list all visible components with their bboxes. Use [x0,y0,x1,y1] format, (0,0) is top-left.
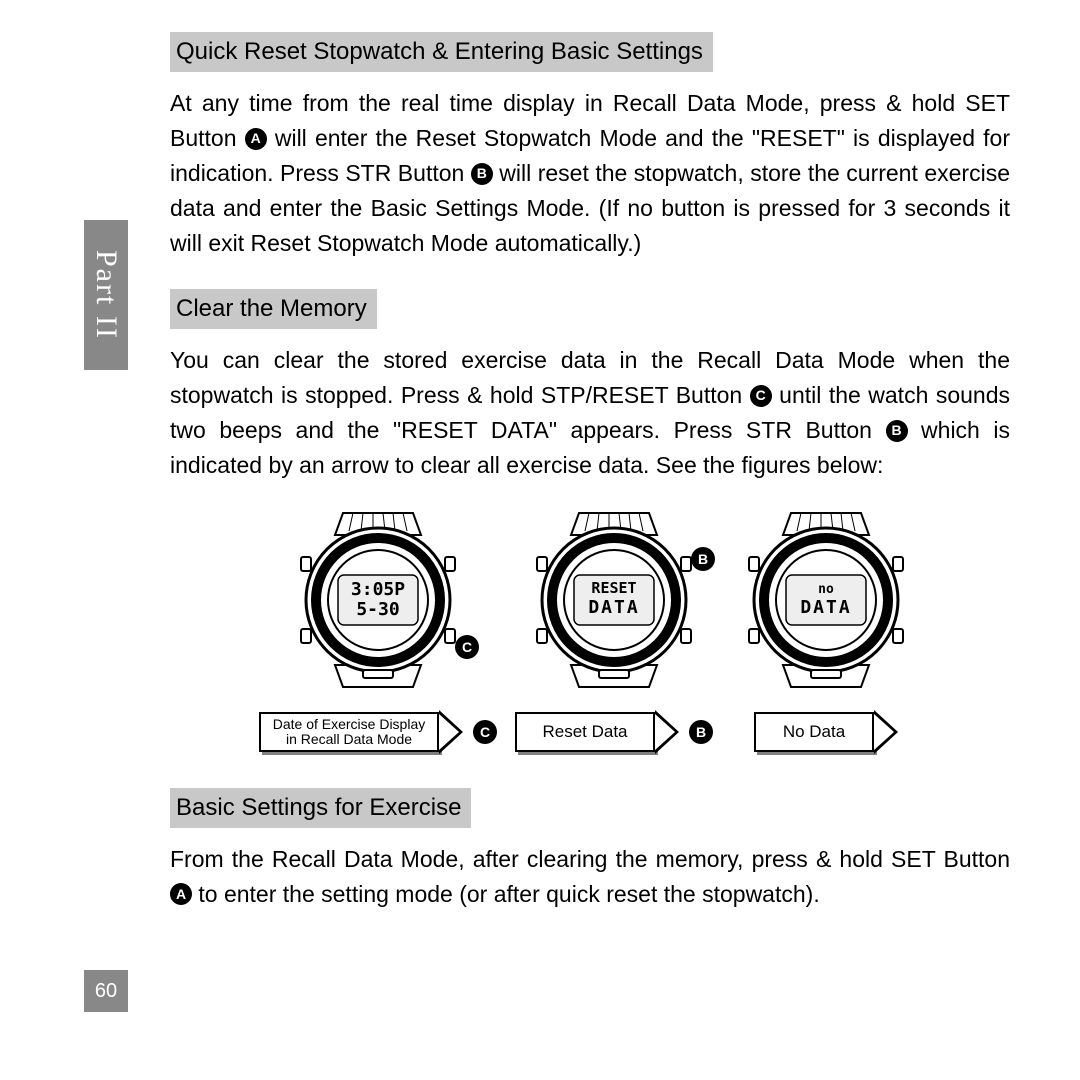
brand-label: ACUMEN [362,535,394,541]
figure-row: 3:05P 5-30 ACUMEN C Date of Exercise Dis… [170,505,1010,754]
arrow-1: Date of Exercise Displayin Recall Data M… [259,710,497,754]
button-ref-a: A [245,128,267,150]
watch2-line1: RESET [591,579,636,597]
after-marker-b: B [689,720,713,744]
watch-svg-2: RESET DATA ACUMEN [519,505,709,695]
button-ref-c: C [750,385,772,407]
arrow-head-icon [439,710,463,754]
watch-illustration-1: 3:05P 5-30 ACUMEN C [283,505,473,700]
watch1-line2: 5-30 [356,599,399,620]
watch-illustration-2: RESET DATA ACUMEN B [519,505,709,700]
marker-c-on-watch1: C [455,635,479,659]
page-content: Quick Reset Stopwatch & Entering Basic S… [170,32,1010,939]
section-header-basic-settings: Basic Settings for Exercise [170,788,471,828]
arrow-label-1: Date of Exercise Displayin Recall Data M… [259,712,439,752]
text: to enter the setting mode (or after quic… [198,881,819,907]
section-body-basic-settings: From the Recall Data Mode, after clearin… [170,842,1010,912]
watch-col-2: RESET DATA ACUMEN B Reset Data B [515,505,713,754]
section-header-quick-reset: Quick Reset Stopwatch & Entering Basic S… [170,32,713,72]
watch2-line2: DATA [588,597,639,618]
watch-illustration-3: no DATA ACUMEN [731,505,921,700]
section-body-quick-reset: At any time from the real time display i… [170,86,1010,261]
arrow-label-2: Reset Data [515,712,655,752]
side-tab-label: Part II [89,250,123,340]
watch-col-1: 3:05P 5-30 ACUMEN C Date of Exercise Dis… [259,505,497,754]
button-ref-b: B [886,420,908,442]
page-number-box: 60 [84,970,128,1012]
watch-col-3: no DATA ACUMEN No Data [731,505,921,754]
button-ref-a: A [170,883,192,905]
arrow-label-3: No Data [754,712,874,752]
button-ref-b: B [471,163,493,185]
watch1-line1: 3:05P [351,579,405,600]
arrow-head-icon [655,710,679,754]
arrow-3: No Data [754,710,898,754]
watch3-line1: no [818,582,834,597]
arrow-head-icon [874,710,898,754]
watch-svg-1: 3:05P 5-30 ACUMEN [283,505,473,695]
text: From the Recall Data Mode, after clearin… [170,846,1010,872]
watch-svg-3: no DATA ACUMEN [731,505,921,695]
brand-label: ACUMEN [598,535,630,541]
section-body-clear-memory: You can clear the stored exercise data i… [170,343,1010,483]
section-header-clear-memory: Clear the Memory [170,289,377,329]
side-tab: Part II [84,220,128,370]
page-number: 60 [95,980,117,1003]
arrow-2: Reset Data B [515,710,713,754]
brand-label: ACUMEN [810,535,842,541]
marker-b-on-watch2: B [691,547,715,571]
watch3-line2: DATA [800,597,851,618]
after-marker-c: C [473,720,497,744]
